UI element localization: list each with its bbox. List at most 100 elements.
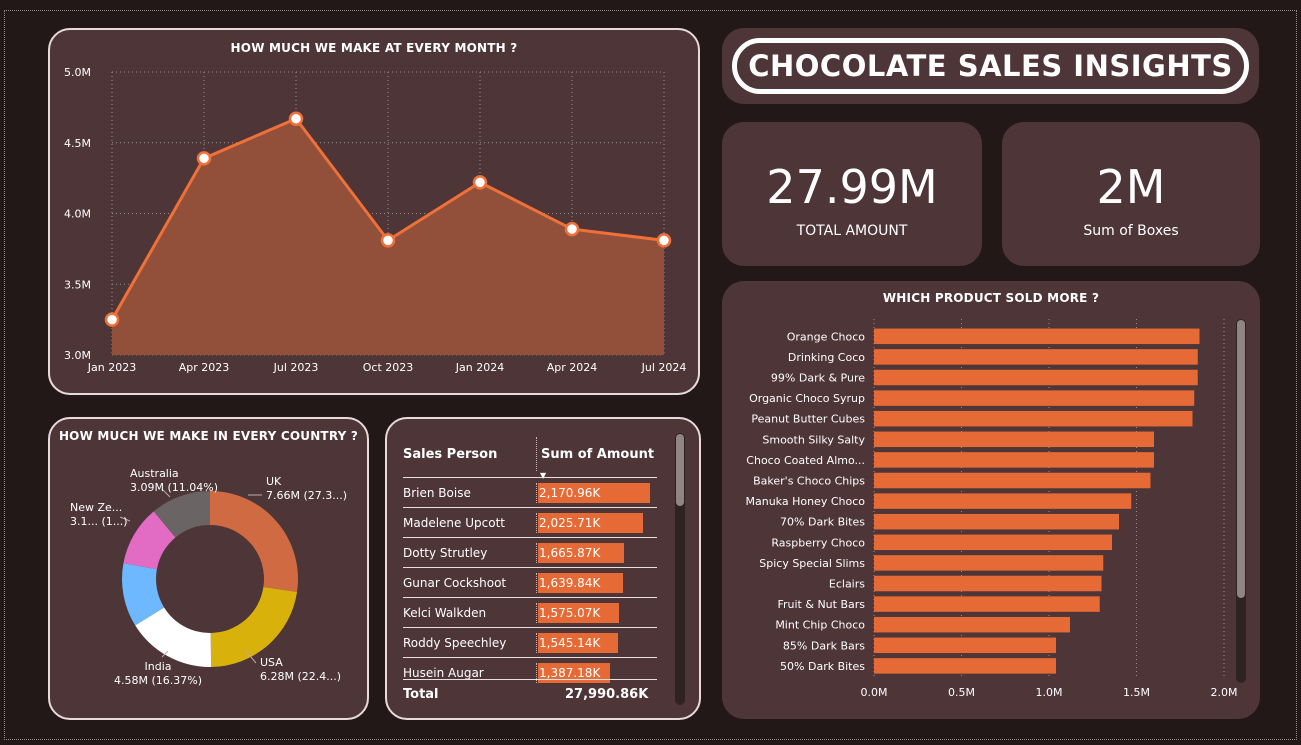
amount-databar: [538, 632, 618, 653]
category-label: Baker's Choco Chips: [753, 475, 865, 488]
donut-slice[interactable]: [122, 563, 165, 626]
x-tick-label: Jul 2023: [273, 361, 319, 374]
donut-slice[interactable]: [135, 607, 212, 667]
data-point[interactable]: [288, 111, 304, 126]
table-row[interactable]: Kelci Walkden 1,575.07K: [403, 597, 657, 627]
category-label: 99% Dark & Pure: [771, 372, 865, 385]
kpi-boxes-label: Sum of Boxes: [1083, 223, 1179, 239]
category-label: Mint Chip Choco: [775, 619, 865, 632]
donut-slice[interactable]: [123, 511, 176, 570]
kpi-boxes-value: 2M: [1096, 160, 1166, 214]
table-row[interactable]: Roddy Speechley 1,545.14K: [403, 627, 657, 657]
x-tick-label: Oct 2023: [363, 361, 414, 374]
report-frame: [4, 10, 1297, 740]
product-bar[interactable]: [874, 472, 1151, 489]
dashboard-title: CHOCOLATE SALES INSIGHTS: [732, 38, 1249, 94]
amount-value: 1,545.14K: [539, 635, 601, 650]
product-chart-scroll-thumb[interactable]: [1237, 320, 1245, 598]
donut-slice[interactable]: [210, 587, 298, 667]
amount-cell: 1,387.18K: [536, 662, 657, 683]
donut-slice[interactable]: [153, 491, 210, 538]
product-bar[interactable]: [874, 452, 1154, 468]
slice-value-label: 7.66M (27.3...): [266, 489, 347, 502]
product-bar[interactable]: [874, 410, 1193, 427]
product-chart-scrollbar[interactable]: [1236, 319, 1246, 683]
table-row[interactable]: Brien Boise 2,170.96K: [403, 477, 657, 507]
data-point[interactable]: [656, 233, 672, 248]
table-scroll-thumb[interactable]: [676, 434, 684, 506]
data-point[interactable]: [104, 312, 120, 327]
kpi-total-amount-label: TOTAL AMOUNT: [796, 223, 908, 239]
table-header: Sales Person Sum of Amount: [403, 437, 657, 471]
product-bar[interactable]: [874, 616, 1070, 633]
x-tick-label: 2.0M: [1211, 686, 1238, 699]
table-row[interactable]: Husein Augar 1,387.18K: [403, 657, 657, 687]
monthly-sales-chart[interactable]: 3.0M 3.5M 4.0M 4.5M 5.0M Jan 2023 Apr 2023 Jul …: [50, 30, 698, 393]
product-chart-title: WHICH PRODUCT SOLD MORE ?: [882, 291, 1100, 305]
amount-databar: [538, 512, 643, 533]
sales-person-table-card: Sales Person Sum of Amount ▼ Brien Boise…: [385, 417, 701, 720]
kpi-total-amount-card[interactable]: 27.99M TOTAL AMOUNT: [722, 122, 982, 266]
col-amount-header[interactable]: Sum of Amount: [536, 437, 657, 471]
data-point[interactable]: [564, 221, 580, 237]
data-point[interactable]: [380, 233, 396, 248]
x-tick-label: 1.5M: [1123, 686, 1150, 699]
x-tick-label: 1.0M: [1036, 686, 1063, 699]
product-bar[interactable]: [874, 534, 1112, 551]
table-scrollbar[interactable]: [675, 433, 685, 705]
category-label: Fruit & Nut Bars: [777, 598, 865, 611]
country-chart-title: HOW MUCH WE MAKE IN EVERY COUNTRY ?: [58, 429, 359, 443]
amount-databar: [538, 662, 610, 683]
sort-desc-icon[interactable]: ▼: [540, 471, 547, 480]
category-label: Orange Choco: [787, 330, 866, 343]
data-point[interactable]: [196, 151, 212, 166]
col-sales-person-header[interactable]: Sales Person: [403, 446, 498, 462]
product-bar[interactable]: [874, 493, 1132, 509]
product-bar[interactable]: [874, 555, 1104, 571]
slice-name-label: UK: [266, 475, 282, 488]
product-bar[interactable]: [874, 596, 1100, 612]
category-label: Spicy Special Slims: [759, 557, 865, 570]
slice-leader-line: [119, 516, 131, 522]
slice-value-label: 3.09M (11.04%): [130, 481, 218, 494]
x-tick-label: Jan 2023: [87, 361, 136, 374]
x-tick-label: Jul 2024: [641, 361, 687, 374]
product-bar[interactable]: [874, 369, 1198, 386]
amount-databar: [538, 572, 623, 593]
category-label: 70% Dark Bites: [780, 516, 865, 529]
product-bar[interactable]: [874, 328, 1200, 345]
table-row[interactable]: Dotty Strutley 1,665.87K: [403, 537, 657, 567]
product-bar[interactable]: [874, 513, 1119, 530]
product-bar[interactable]: [874, 390, 1195, 406]
sales-person-name: Kelci Walkden: [403, 605, 487, 620]
product-sales-chart[interactable]: 0.0M 0.5M 1.0M 1.5M 2.0M Orange Choco Drinking…: [722, 281, 1260, 719]
table-row[interactable]: Gunar Cockshoot 1,639.84K: [403, 567, 657, 597]
product-sales-card: WHICH PRODUCT SOLD MORE ? 0.0M 0.5M 1.0M 1.…: [722, 281, 1260, 719]
x-tick-label: 0.5M: [948, 686, 975, 699]
amount-value: 1,665.87K: [539, 545, 601, 560]
product-bar[interactable]: [874, 431, 1154, 448]
product-bar[interactable]: [874, 575, 1102, 592]
product-bar[interactable]: [874, 637, 1056, 654]
total-value: 27,990.86K: [565, 687, 649, 702]
country-sales-card: HOW MUCH WE MAKE IN EVERY COUNTRY ? UK 7.…: [48, 417, 369, 720]
slice-leader-line: [161, 650, 169, 658]
y-tick-label: 5.0M: [64, 66, 91, 79]
category-label: Eclairs: [829, 578, 865, 591]
x-tick-label: Apr 2024: [547, 361, 598, 374]
x-tick-label: Jan 2024: [455, 361, 504, 374]
kpi-total-amount-value: 27.99M: [766, 160, 938, 214]
amount-databar: [538, 482, 650, 503]
slice-value-label: 6.28M (22.4...): [260, 670, 341, 683]
kpi-boxes-card[interactable]: 2M Sum of Boxes: [1002, 122, 1260, 266]
y-tick-label: 4.0M: [64, 208, 91, 221]
sales-person-name: Madelene Upcott: [403, 515, 505, 530]
product-bar[interactable]: [874, 349, 1198, 365]
table-row[interactable]: Madelene Upcott 2,025.71K: [403, 507, 657, 537]
product-bar[interactable]: [874, 658, 1056, 674]
amount-value: 1,639.84K: [539, 575, 601, 590]
slice-leader-line: [245, 650, 257, 664]
donut-slice[interactable]: [210, 491, 298, 593]
data-point[interactable]: [472, 175, 488, 190]
